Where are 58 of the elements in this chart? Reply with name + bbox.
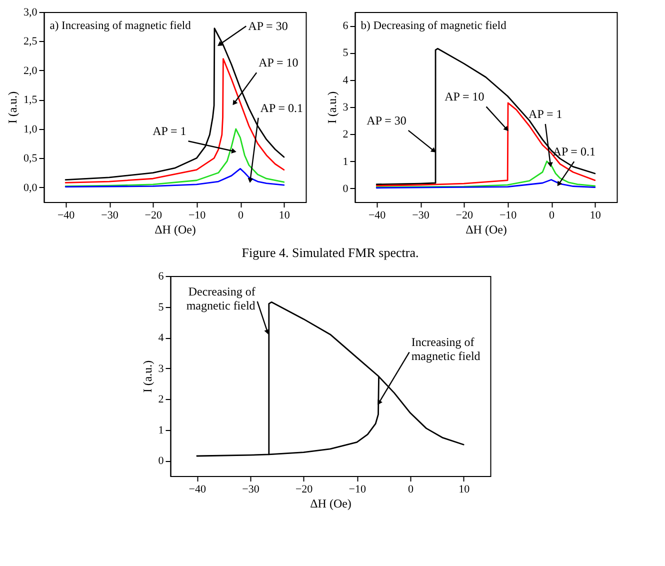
caption: Figure 4. Simulated FMR spectra. [242, 245, 419, 260]
x-tick-label: −10 [348, 484, 367, 496]
y-axis-title: I (a.u.) [324, 91, 339, 124]
y-tick-label: 4 [342, 74, 349, 86]
x-tick-label: −30 [412, 210, 430, 222]
y-tick-label: 2,5 [24, 36, 38, 48]
x-tick-label: −20 [456, 210, 474, 222]
x-tick-label: −30 [101, 210, 119, 222]
y-tick-label: 4 [158, 332, 164, 344]
y-tick-label: 2,0 [24, 64, 38, 77]
annotation: AP = 30 [248, 19, 288, 34]
annotation: AP = 30 [366, 113, 406, 128]
annotation: AP = 10 [444, 90, 484, 104]
y-tick-label: 0 [158, 455, 164, 468]
y-tick-label: 2 [342, 128, 348, 141]
annotation: Increasing of magnetic field [411, 335, 480, 364]
y-tick-label: 1,5 [24, 94, 38, 106]
x-tick-label: −40 [57, 210, 76, 222]
x-axis-title: ΔH (Oe) [154, 222, 196, 236]
y-tick-label: 5 [158, 301, 164, 314]
y-tick-label: 6 [158, 270, 164, 282]
y-tick-label: 0,0 [24, 182, 38, 194]
x-axis-title: ΔH (Oe) [466, 222, 507, 236]
y-tick-label: 1,0 [24, 123, 38, 136]
x-tick-label: −20 [144, 210, 163, 222]
text: a) Increasing of magnetic field [50, 20, 192, 32]
annotation: AP = 0.1 [260, 100, 303, 115]
x-tick-label: 10 [458, 484, 470, 496]
y-tick-label: 0 [342, 182, 349, 195]
annotation: AP = 1 [528, 107, 562, 121]
y-tick-label: 3 [342, 102, 349, 114]
text: b) Decreasing of magnetic field [360, 20, 507, 32]
x-tick-label: 10 [590, 210, 602, 222]
y-tick-label: 2 [158, 394, 164, 406]
x-axis-title: ΔH (Oe) [310, 496, 352, 510]
y-tick-label: 1 [342, 156, 348, 168]
y-tick-label: 5 [342, 47, 349, 60]
x-tick-label: 10 [278, 210, 290, 222]
x-tick-label: −40 [368, 210, 386, 222]
x-tick-label: −20 [295, 484, 314, 496]
x-tick-label: 0 [549, 210, 555, 222]
x-tick-label: 0 [238, 210, 244, 222]
y-tick-label: 3,0 [24, 6, 38, 18]
annotation: AP = 10 [258, 56, 298, 70]
y-axis-title: I (a.u.) [140, 360, 154, 393]
x-tick-label: −10 [499, 210, 518, 222]
y-axis-title: I (a.u.) [6, 91, 20, 124]
y-tick-label: 0,5 [24, 152, 38, 165]
y-tick-label: 1 [158, 424, 164, 436]
x-tick-label: 0 [408, 484, 414, 496]
annotation: AP = 1 [152, 124, 186, 138]
y-tick-label: 3 [158, 362, 164, 375]
y-tick-label: 6 [342, 20, 349, 32]
x-tick-label: −10 [188, 210, 206, 222]
annotation: AP = 0.1 [552, 144, 596, 159]
annotation: Decreasing of magnetic field [186, 284, 256, 312]
x-tick-label: −30 [242, 484, 260, 496]
x-tick-label: −40 [188, 484, 207, 496]
